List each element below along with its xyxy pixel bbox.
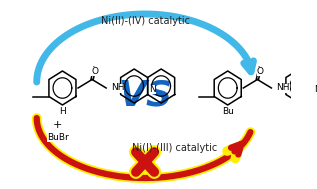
Text: Ni(II)-(IV) catalytic: Ni(II)-(IV) catalytic	[100, 16, 190, 26]
Text: N: N	[149, 84, 156, 94]
Text: BuBr: BuBr	[47, 132, 69, 142]
Text: Ni(I)-(III) catalytic: Ni(I)-(III) catalytic	[132, 143, 217, 153]
Text: VS: VS	[118, 78, 172, 112]
Text: N: N	[314, 84, 317, 94]
Text: NH: NH	[111, 84, 124, 92]
Text: +: +	[53, 120, 62, 130]
Text: O: O	[257, 67, 264, 76]
Text: NH: NH	[276, 84, 289, 92]
Text: O: O	[91, 67, 98, 76]
Text: VS: VS	[118, 78, 172, 112]
Text: H: H	[59, 108, 66, 116]
Text: Bu: Bu	[222, 108, 234, 116]
